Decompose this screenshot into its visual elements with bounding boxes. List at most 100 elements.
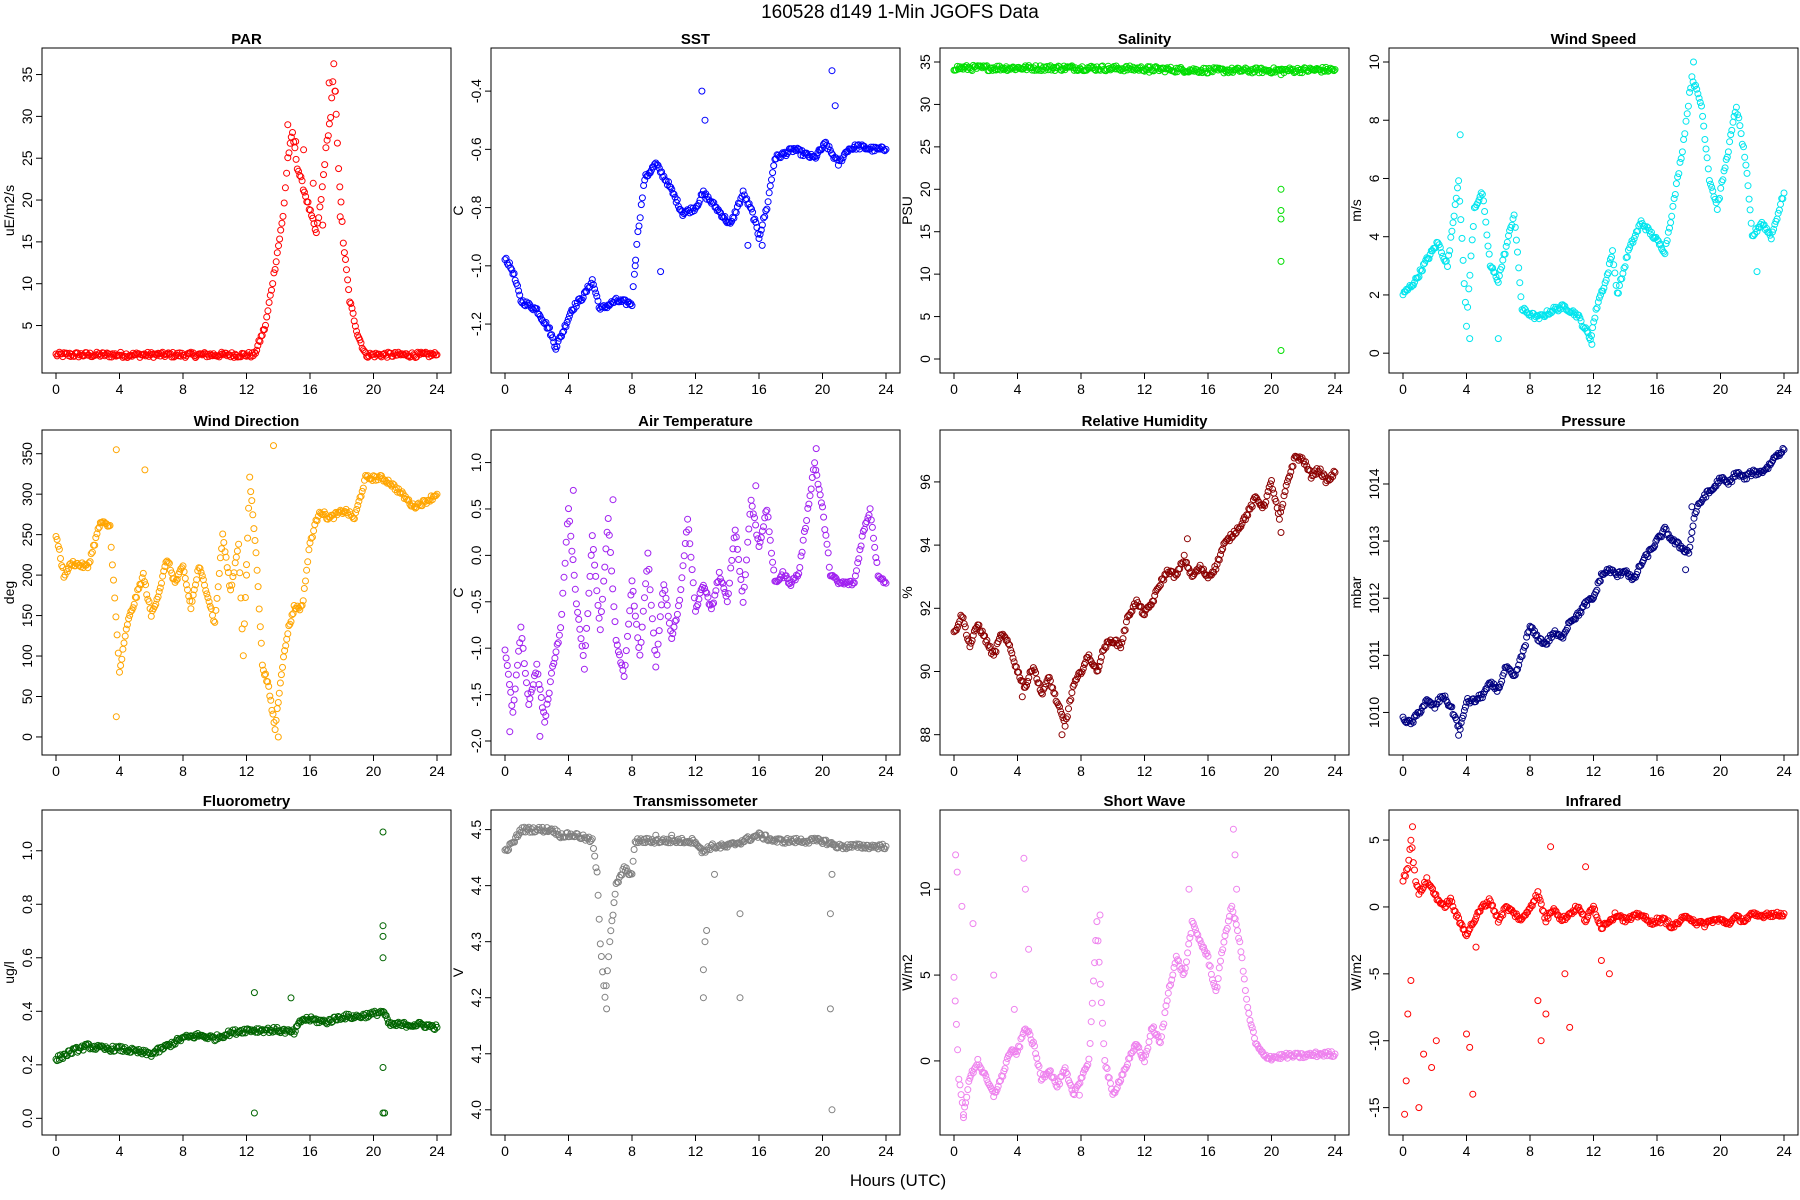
short-wave-data-point — [952, 1020, 960, 1028]
relative-humidity-y-tick-label: 88 — [917, 727, 933, 743]
air-temperature-data-point — [536, 732, 544, 740]
wind-direction-data-point — [165, 559, 173, 567]
par-data-point — [353, 327, 360, 335]
air-temperature-data-point — [548, 669, 555, 677]
sst-data-point — [637, 201, 645, 209]
infrared-data-point — [1408, 844, 1416, 852]
fluorometry-data-point — [287, 994, 295, 1002]
air-temperature-data-point — [699, 581, 707, 589]
air-temperature-data-point — [749, 510, 757, 518]
panel-short-wave: Short Wave 0 4 8 12 16 20 24 0 5 10 W/m2 — [899, 793, 1350, 1159]
wind-direction-data-point — [359, 484, 367, 492]
short-wave-data-point — [977, 1065, 985, 1073]
wind-speed-data-point — [1503, 238, 1511, 246]
air-temperature-data-point — [622, 647, 630, 655]
relative-humidity-data-point — [1219, 545, 1227, 553]
wind-direction-data-point — [181, 574, 189, 582]
infrared-data-point — [1491, 908, 1499, 916]
short-wave-data-point — [1018, 1033, 1026, 1041]
wind-direction-data-point — [298, 601, 306, 609]
par-data-point — [285, 149, 293, 157]
air-temperature-data-point — [800, 528, 808, 535]
par-x-tick-label: 0 — [52, 381, 60, 397]
par-y-tick-label: 20 — [19, 192, 35, 208]
sst-data-point — [822, 138, 830, 146]
air-temperature-data-point — [559, 589, 567, 597]
wind-speed-data-point — [1672, 180, 1680, 188]
fluorometry-x-tick-label: 16 — [302, 1143, 318, 1159]
relative-humidity-y-tick-label: 90 — [917, 663, 933, 679]
transmissometer-data-point — [695, 843, 703, 850]
air-temperature-x-tick-label: 8 — [628, 763, 636, 779]
short-wave-data-point — [1012, 1050, 1020, 1058]
wind-direction-x-tick-label: 8 — [179, 763, 187, 779]
par-data-point — [328, 94, 336, 102]
sst-data-point — [757, 226, 765, 234]
wind-speed-panel-title: Wind Speed — [1551, 31, 1637, 48]
pressure-data-point — [1594, 579, 1602, 587]
pressure-x-tick-label: 16 — [1649, 763, 1665, 779]
infrared-data-point — [1432, 1037, 1440, 1045]
short-wave-x-tick-label: 16 — [1200, 1143, 1216, 1159]
fluorometry-data-point — [329, 1018, 337, 1025]
air-temperature-data-point — [652, 663, 660, 671]
pressure-x-tick-label: 4 — [1463, 763, 1471, 779]
pressure-data-point — [1780, 446, 1788, 454]
relative-humidity-data-point — [992, 648, 1000, 656]
par-data-point — [350, 317, 358, 325]
relative-humidity-data-point — [1260, 501, 1268, 509]
short-wave-data-point — [1135, 1043, 1143, 1051]
wind-direction-data-point — [235, 540, 243, 548]
wind-direction-data-point — [196, 564, 204, 572]
air-temperature-data-point — [721, 588, 729, 596]
wind-direction-data-point — [248, 497, 256, 505]
wind-speed-data-point — [1688, 73, 1696, 81]
relative-humidity-data-point — [1065, 705, 1072, 713]
air-temperature-x-tick-label: 16 — [751, 763, 767, 779]
relative-humidity-data-point — [1137, 603, 1145, 610]
infrared-data-point — [1466, 925, 1474, 933]
wind-speed-data-point — [1449, 219, 1457, 227]
air-temperature-data-point — [712, 587, 720, 595]
wind-direction-data-point — [133, 594, 140, 601]
wind-direction-data-point — [279, 663, 286, 671]
pressure-y-tick-label: 1013 — [1366, 525, 1382, 556]
pressure-data-point — [1596, 577, 1604, 585]
air-temperature-data-point — [870, 534, 877, 542]
air-temperature-data-point — [875, 573, 883, 581]
air-temperature-data-point — [510, 696, 518, 704]
wind-speed-x-tick-label: 24 — [1776, 381, 1792, 397]
wind-speed-data-point — [1634, 227, 1642, 235]
relative-humidity-data-point — [1092, 663, 1100, 671]
air-temperature-data-point — [729, 545, 737, 553]
air-temperature-data-point — [582, 642, 589, 650]
wind-speed-data-point — [1643, 223, 1651, 231]
relative-humidity-data-point — [1057, 707, 1065, 715]
wind-direction-data-point — [155, 588, 163, 596]
sst-data-point — [565, 312, 573, 320]
short-wave-data-point — [1274, 1054, 1282, 1062]
panel-pressure: Pressure 0 4 8 12 16 20 24 1010 1011 1012 1013 1014 m… — [1348, 413, 1799, 779]
wind-direction-data-point — [411, 504, 419, 512]
sst-y-tick-label: -1.2 — [468, 312, 484, 336]
sst-data-point — [834, 161, 842, 169]
wind-direction-data-point — [112, 613, 120, 621]
relative-humidity-y-axis-label: % — [899, 586, 915, 598]
par-data-point — [260, 326, 268, 334]
air-temperature-data-point — [503, 662, 511, 669]
wind-direction-data-point — [160, 567, 168, 575]
infrared-data-point — [1429, 885, 1436, 893]
air-temperature-data-point — [512, 671, 520, 679]
par-data-point — [269, 280, 277, 288]
air-temperature-data-point — [638, 623, 646, 631]
par-data-point — [327, 114, 335, 121]
air-temperature-data-point — [692, 607, 699, 615]
relative-humidity-data-point — [1100, 646, 1108, 654]
wind-direction-data-point — [152, 600, 160, 608]
infrared-data-point — [1415, 1104, 1423, 1112]
short-wave-data-point — [1168, 976, 1176, 984]
short-wave-data-point — [963, 1093, 971, 1101]
air-temperature-data-point — [847, 577, 855, 585]
par-data-point — [316, 203, 324, 211]
short-wave-data-point — [1080, 1066, 1088, 1074]
